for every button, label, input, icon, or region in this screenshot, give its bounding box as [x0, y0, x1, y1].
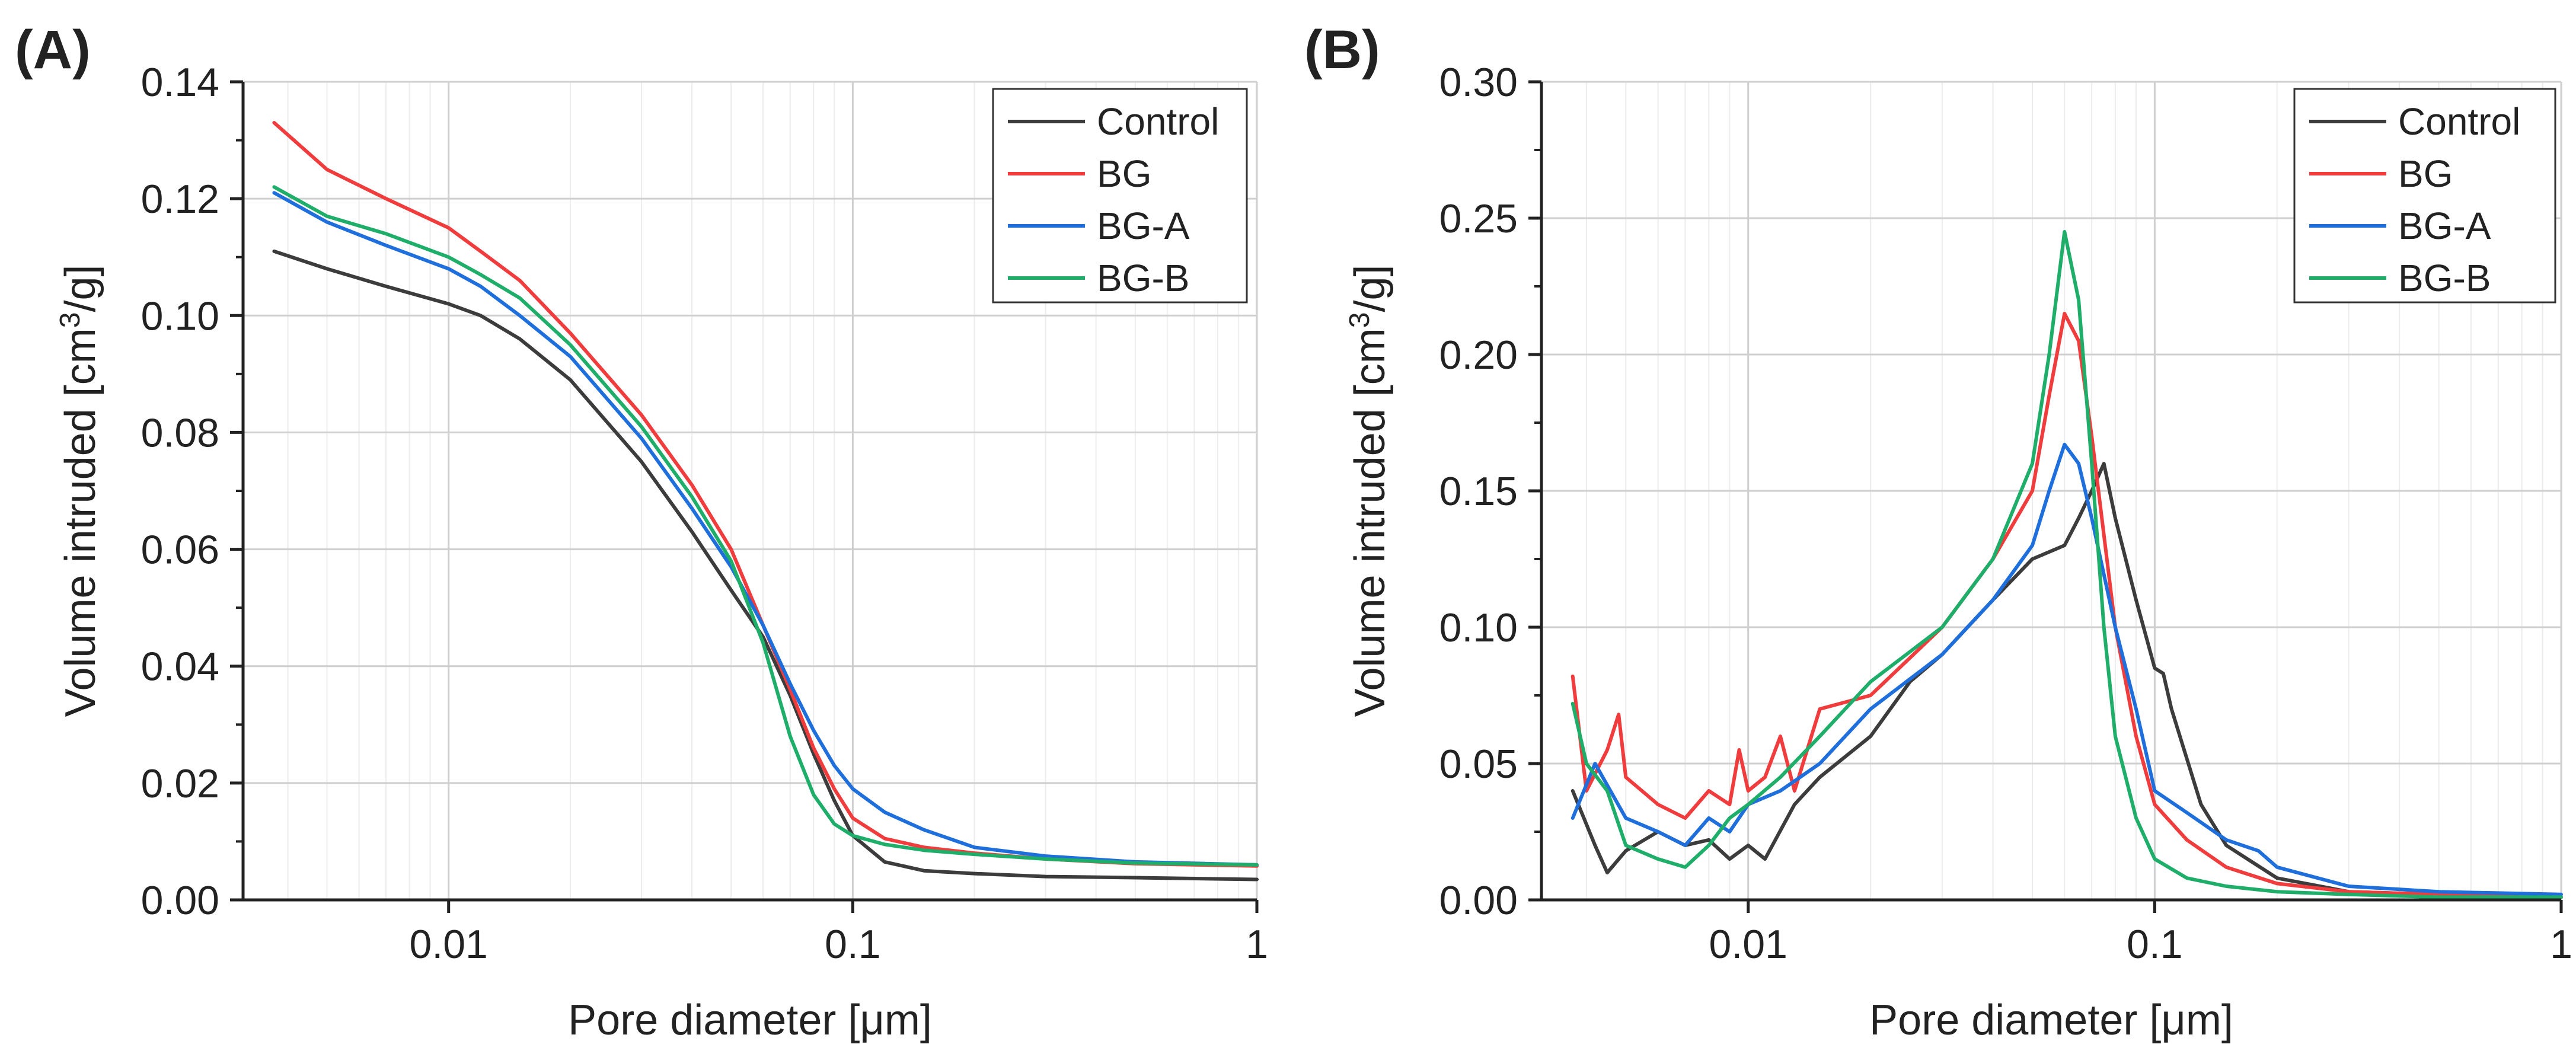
y-axis-title: Volume intruded [cm3/g] [55, 264, 104, 717]
x-tick-label: 1 [2550, 922, 2572, 967]
legend-box [2293, 88, 2556, 304]
panel-label: (A) [15, 20, 91, 80]
series-line-control [272, 249, 1259, 882]
series-line-bg-a [1571, 442, 2563, 896]
y-tick-label: 0.10 [1439, 605, 1518, 650]
legend-label-bg-a: BG-A [1097, 205, 1190, 247]
legend-label-control: Control [2398, 100, 2520, 143]
y-tick-label: 0.10 [141, 293, 219, 339]
x-axis-title: Pore diameter [μm] [1869, 997, 2233, 1044]
legend-label-bg: BG [1097, 152, 1151, 195]
legend-label-bg-a: BG-A [2398, 205, 2491, 247]
legend-label-control: Control [1097, 100, 1219, 143]
x-tick-label: 0.01 [1709, 922, 1787, 967]
y-tick-label: 0.00 [1439, 878, 1518, 923]
legend-label-bg-b: BG-B [1097, 257, 1189, 299]
y-tick-label: 0.02 [141, 761, 219, 806]
series-line-bg-b [1571, 230, 2563, 899]
y-tick-label: 0.12 [141, 177, 219, 222]
legend-label-bg-b: BG-B [2398, 257, 2491, 299]
x-tick-label: 0.1 [825, 922, 881, 967]
series-line-control [1571, 462, 2563, 899]
series-line-bg [1571, 312, 2563, 899]
x-tick-label: 0.01 [410, 922, 488, 967]
series-line-bg-a [272, 191, 1259, 867]
y-tick-label: 0.05 [1439, 742, 1518, 787]
y-tick-label: 0.30 [1439, 60, 1518, 105]
legend: Control BG BG-A BG-B [992, 88, 1248, 304]
y-tick-label: 0.08 [141, 410, 219, 455]
y-tick-label: 0.04 [141, 644, 219, 689]
y-tick-label: 0.14 [141, 60, 219, 105]
series-line-bg-b [272, 185, 1259, 867]
y-tick-label: 0.20 [1439, 333, 1518, 378]
legend-box [992, 88, 1248, 304]
legend-label-bg: BG [2398, 152, 2453, 195]
x-axis-title: Pore diameter [μm] [568, 997, 932, 1044]
y-axis-title: Volume intruded [cm3/g] [1344, 264, 1394, 717]
y-tick-label: 0.00 [141, 878, 219, 923]
chart-panel-a: 0.00 0.02 0.04 0.06 0.08 0.10 0.12 0.14 0.01 0.1 1… [15, 20, 1268, 1044]
x-tick-label: 0.1 [2127, 922, 2183, 967]
panel-label: (B) [1304, 20, 1380, 80]
x-tick-label: 1 [1246, 922, 1268, 967]
y-tick-label: 0.25 [1439, 196, 1518, 241]
y-tick-label: 0.15 [1439, 469, 1518, 514]
chart-panel-b: 0.00 0.05 0.10 0.15 0.20 0.25 0.30 0.01 0.1 1 Pore… [1304, 20, 2572, 1044]
legend: Control BG BG-A BG-B [2293, 88, 2556, 304]
y-tick-label: 0.06 [141, 528, 219, 573]
